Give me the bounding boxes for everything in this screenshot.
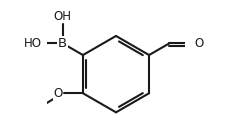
Text: O: O (53, 87, 62, 100)
Text: HO: HO (24, 37, 42, 50)
Text: B: B (58, 37, 67, 50)
Text: OH: OH (53, 10, 71, 23)
Text: O: O (194, 37, 203, 50)
